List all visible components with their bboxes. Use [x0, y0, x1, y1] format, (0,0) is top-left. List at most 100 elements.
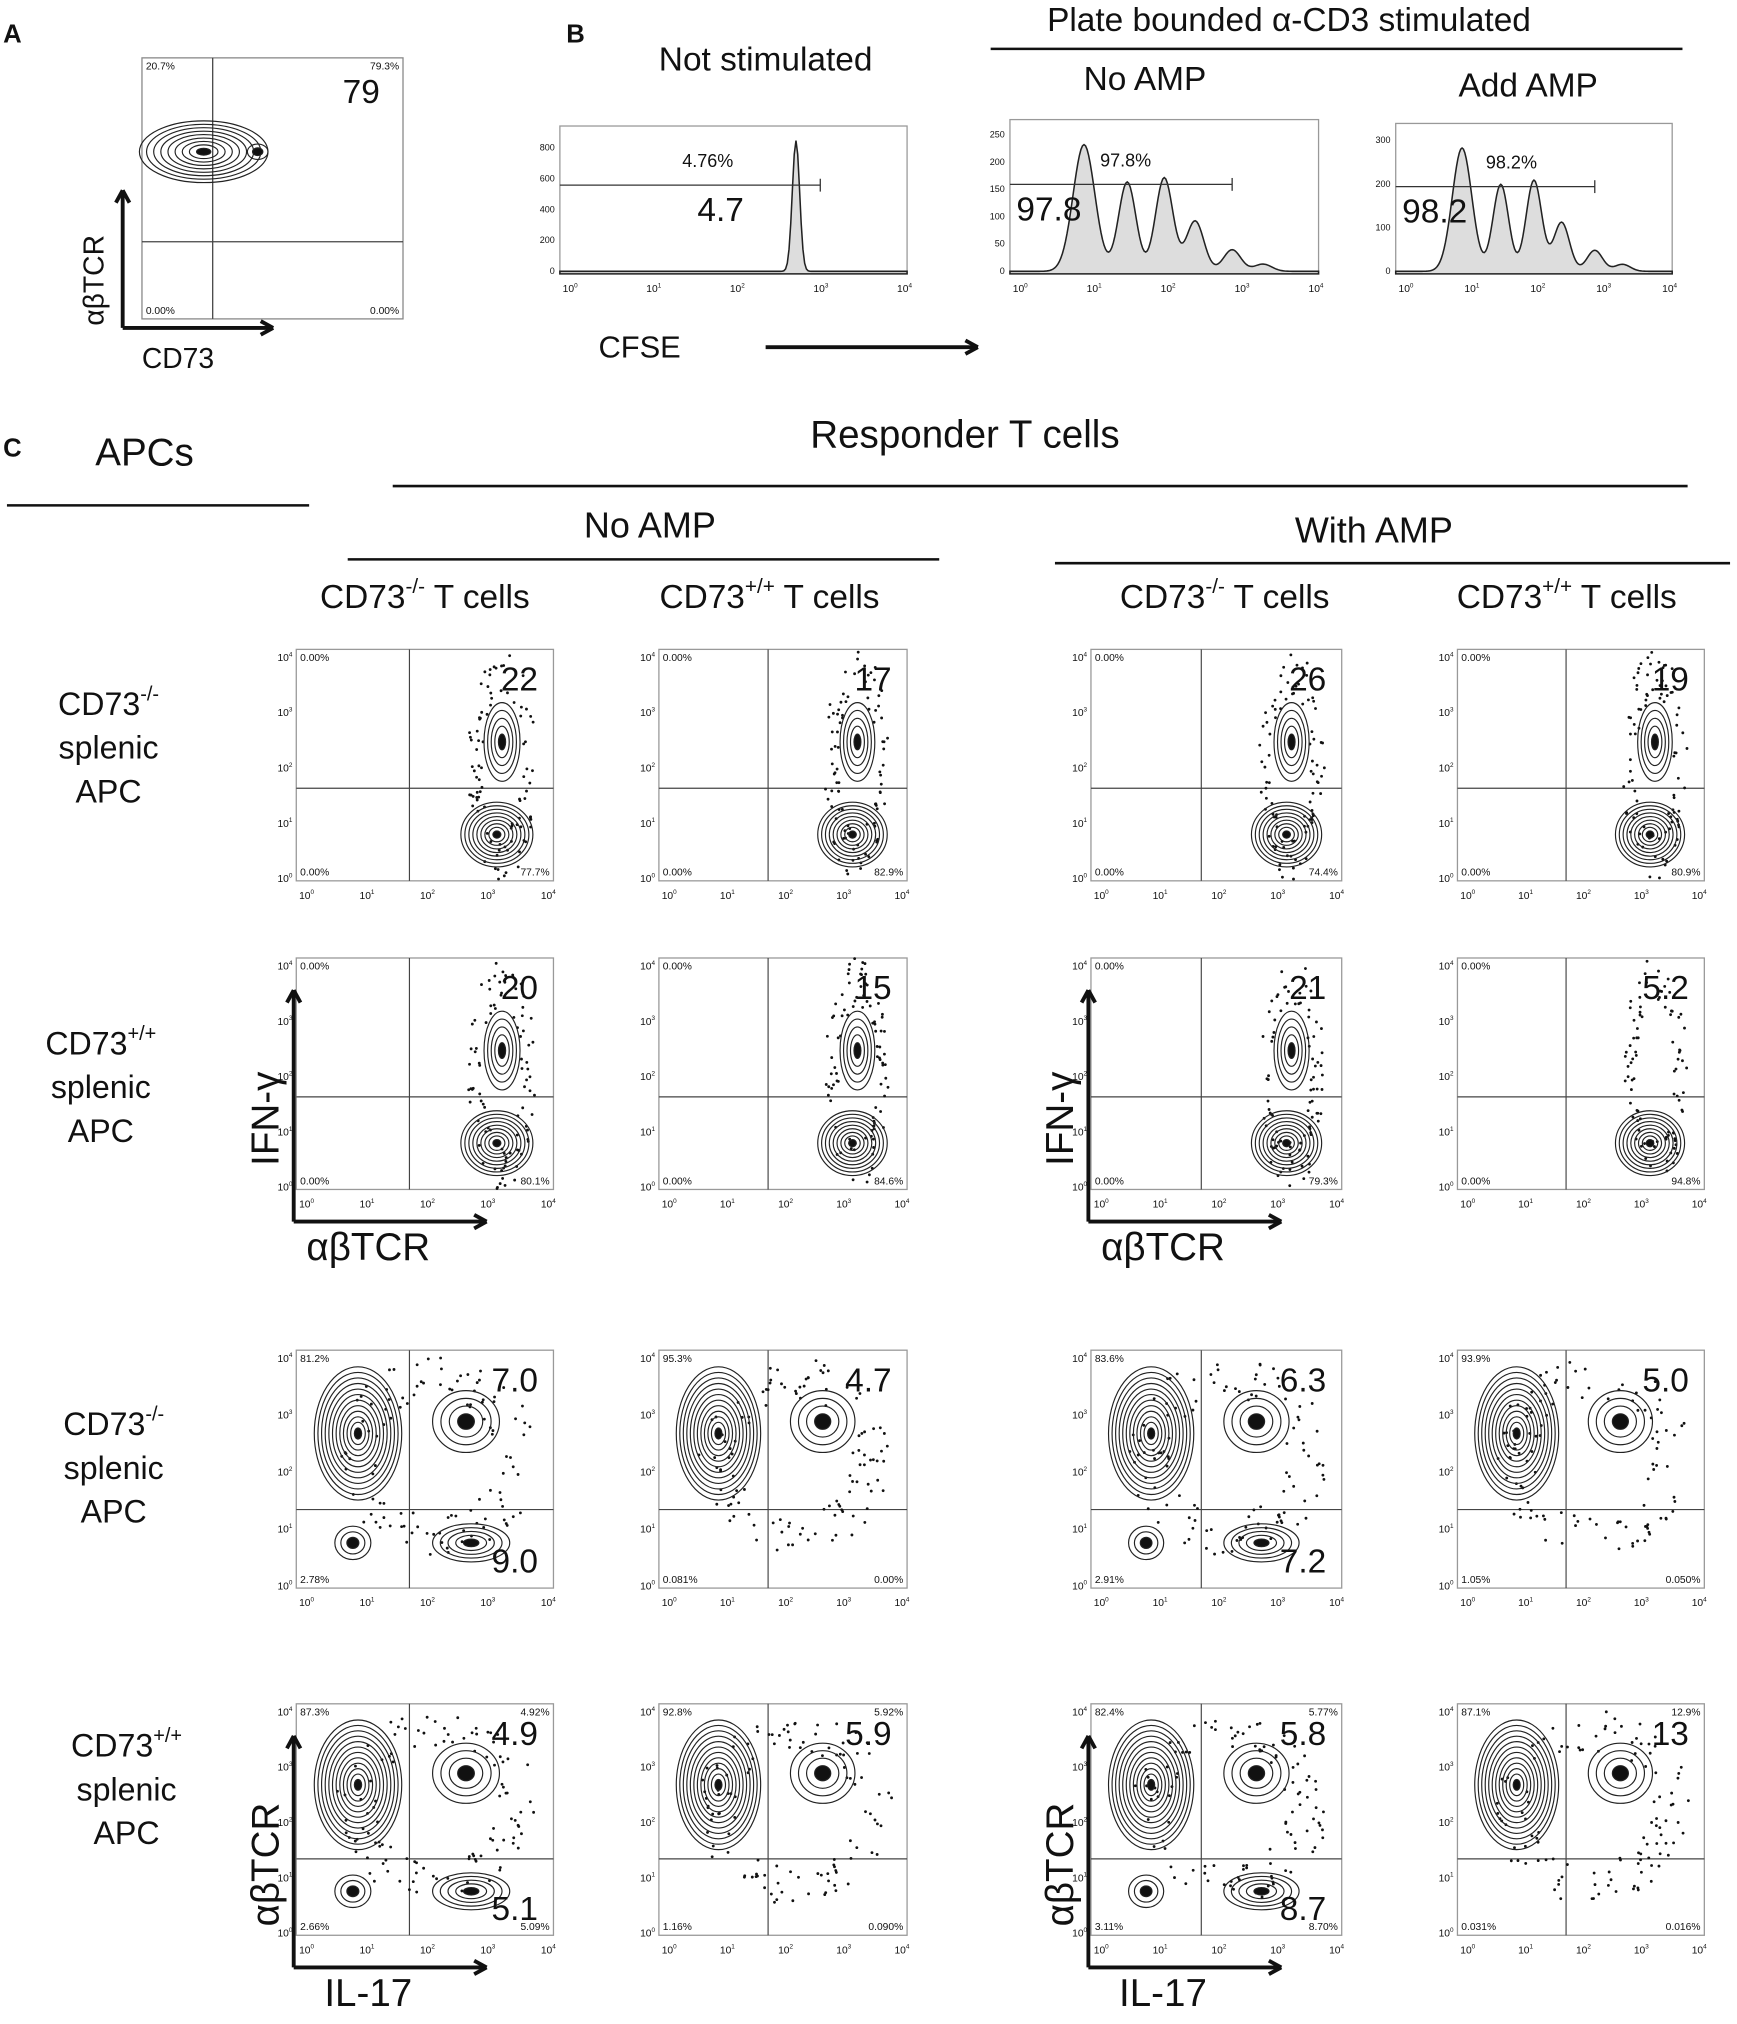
text-part: CD73: [58, 686, 140, 722]
contour: [844, 826, 861, 843]
x-tick-label: 104: [1692, 889, 1707, 902]
event-dot: [1544, 1538, 1548, 1542]
event-dot: [466, 1881, 469, 1884]
quadrant-label: 80.1%: [520, 1176, 549, 1187]
event-dot: [836, 1036, 840, 1040]
event-dot: [1624, 1525, 1628, 1529]
event-dot: [1559, 1897, 1563, 1901]
event-dot: [1553, 1381, 1557, 1384]
contour: [1274, 1131, 1299, 1155]
y-tick-label: 100: [640, 1580, 655, 1593]
event-dot: [1191, 1408, 1195, 1412]
text-part: 10: [640, 1411, 652, 1422]
superscript: 4: [1450, 651, 1454, 658]
event-dot: [1644, 1765, 1648, 1768]
event-dot: [1681, 1831, 1685, 1835]
event-dot: [1321, 1473, 1325, 1477]
text-part: 10: [778, 1945, 790, 1956]
event-dot: [798, 1385, 802, 1389]
event-dot: [1671, 1040, 1675, 1044]
event-dot: [1133, 1784, 1137, 1788]
text-part: 10: [1270, 1598, 1282, 1609]
event-dot: [1655, 1842, 1659, 1845]
superscript: 1: [1530, 1944, 1534, 1951]
x-tick-label: 103: [480, 1944, 495, 1957]
contour: [1622, 1117, 1678, 1169]
event-dot: [711, 1844, 715, 1848]
event-dot: [1667, 812, 1671, 815]
superscript: 1: [371, 1596, 375, 1603]
event-dot: [1152, 1397, 1156, 1401]
event-dot: [1237, 1390, 1241, 1393]
event-dot: [1520, 1811, 1524, 1815]
superscript: 1: [651, 1523, 655, 1530]
event-dot: [1307, 1008, 1311, 1012]
y-tick-label: 102: [1072, 1466, 1087, 1479]
plot-frame: [1090, 957, 1343, 1191]
superscript: 1: [651, 1872, 655, 1879]
text-part: 10: [277, 1763, 289, 1774]
event-dot: [1269, 1537, 1273, 1541]
event-dot: [1653, 1380, 1657, 1383]
event-dot: [1580, 1396, 1584, 1400]
superscript: 2: [1587, 889, 1591, 896]
event-dot: [877, 694, 881, 698]
event-dot: [1593, 1883, 1597, 1886]
event-dot: [865, 1000, 869, 1003]
event-dot: [861, 961, 865, 964]
event-dot: [1626, 1065, 1630, 1068]
event-dot: [864, 1810, 867, 1814]
event-dot: [405, 1857, 409, 1861]
text-part: 10: [1072, 1127, 1084, 1138]
superscript: 0: [673, 1596, 677, 1603]
event-dot: [1315, 1087, 1319, 1091]
gate-value: 97.8: [1016, 191, 1081, 228]
x-tick-label: 104: [897, 282, 912, 295]
text-part: 10: [1153, 1945, 1165, 1956]
event-dot: [1683, 786, 1687, 790]
event-dot: [518, 799, 522, 803]
event-dot: [726, 1850, 730, 1854]
text-part: 10: [730, 284, 742, 295]
event-dot: [713, 1456, 717, 1459]
plot-frame: [295, 648, 555, 882]
contour: [472, 812, 522, 857]
event-dot: [523, 1421, 527, 1425]
superscript: 0: [1084, 872, 1088, 879]
y-tick-label: 104: [1072, 651, 1087, 664]
event-dot: [1303, 1499, 1307, 1503]
event-dot: [1529, 1508, 1533, 1512]
contour: [814, 1413, 832, 1430]
contour: [1273, 702, 1310, 782]
superscript: 0: [574, 282, 578, 289]
event-dot: [491, 1429, 495, 1432]
event-dot: [1274, 815, 1278, 819]
event-dot: [824, 1387, 828, 1391]
event-dot: [513, 1818, 517, 1822]
x-tick-label: 101: [1518, 1944, 1533, 1957]
x-tick-label: 100: [662, 1198, 677, 1211]
gate-label: 97.8%: [1100, 150, 1151, 170]
event-dot: [1282, 1511, 1286, 1515]
event-dot: [1173, 1876, 1176, 1880]
superscript: 3: [289, 1761, 293, 1768]
event-dot: [1555, 1378, 1558, 1382]
event-dot: [814, 1359, 818, 1363]
event-dot: [882, 747, 886, 751]
y-tick-label: 0: [550, 266, 555, 276]
event-dot: [1604, 1710, 1608, 1714]
event-dot: [378, 1844, 382, 1848]
event-dot: [778, 1734, 781, 1737]
event-dot: [791, 1899, 795, 1903]
event-dot: [508, 654, 512, 658]
superscript: 3: [825, 282, 829, 289]
event-dot: [1169, 1865, 1173, 1869]
event-dot: [497, 877, 500, 881]
event-dot: [359, 1395, 363, 1398]
contour: [353, 1778, 363, 1791]
event-dot: [1300, 1164, 1304, 1168]
y-tick-label: 103: [1072, 1409, 1087, 1422]
superscript: 2: [1172, 282, 1176, 289]
event-dot: [482, 1526, 486, 1529]
superscript: 3: [1645, 1944, 1649, 1951]
